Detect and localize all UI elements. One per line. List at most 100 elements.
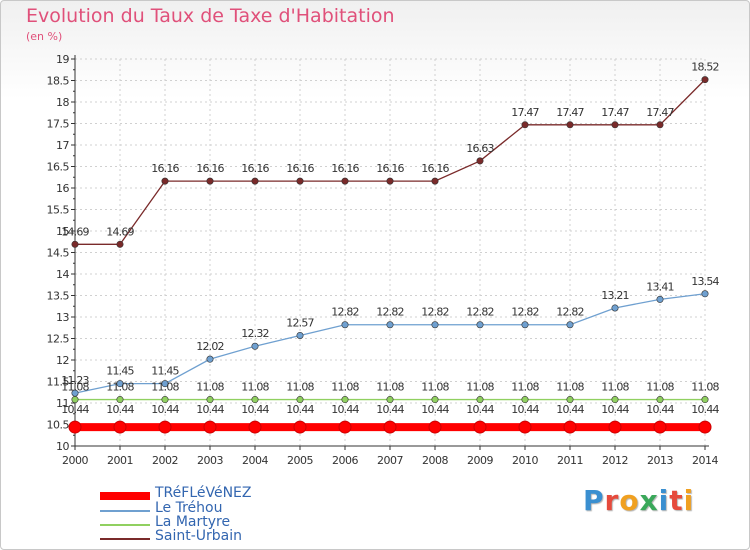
data-point — [251, 396, 259, 404]
data-label: 12.82 — [556, 306, 584, 319]
legend-swatch — [100, 538, 150, 540]
data-label: 16.16 — [331, 162, 359, 175]
chart-subtitle: (en %) — [26, 30, 63, 43]
y-tick-label: 16.5 — [47, 161, 70, 174]
data-label: 10.44 — [421, 403, 449, 416]
proxiti-logo: Proxiti — [583, 484, 695, 517]
data-point — [116, 396, 124, 404]
legend-swatch — [100, 492, 150, 500]
y-tick-label: 11.5 — [47, 376, 70, 389]
data-point — [656, 396, 664, 404]
x-tick-label: 2001 — [107, 454, 133, 467]
data-point — [386, 321, 394, 329]
data-point — [566, 121, 574, 129]
data-label: 11.08 — [106, 381, 134, 394]
data-label: 12.82 — [466, 306, 494, 319]
data-point — [338, 420, 352, 434]
data-point — [383, 420, 397, 434]
y-tick-label: 18 — [56, 96, 69, 109]
x-tick-label: 2014 — [692, 454, 718, 467]
data-label: 10.44 — [466, 403, 494, 416]
legend-item: Saint-Urbain — [100, 528, 320, 545]
data-label: 10.44 — [601, 403, 629, 416]
data-point — [698, 420, 712, 434]
data-point — [656, 121, 664, 129]
y-tick-label: 14 — [56, 268, 69, 281]
data-point — [563, 420, 577, 434]
data-point — [206, 355, 214, 363]
x-tick-label: 2003 — [197, 454, 223, 467]
data-label: 16.16 — [376, 162, 404, 175]
data-point — [521, 321, 529, 329]
x-tick-label: 2002 — [152, 454, 178, 467]
y-tick-label: 11 — [56, 397, 69, 410]
data-point — [161, 177, 169, 185]
data-label: 10.44 — [646, 403, 674, 416]
data-label: 12.82 — [331, 306, 359, 319]
data-point — [341, 177, 349, 185]
y-tick-label: 19 — [56, 53, 69, 66]
data-point — [656, 295, 664, 303]
x-tick-label: 2009 — [467, 454, 493, 467]
data-point — [431, 396, 439, 404]
data-label: 11.08 — [151, 381, 179, 394]
y-tick-label: 15.5 — [47, 204, 70, 217]
data-label: 11.08 — [196, 381, 224, 394]
data-point — [248, 420, 262, 434]
x-tick-label: 2004 — [242, 454, 268, 467]
x-tick-label: 2005 — [287, 454, 313, 467]
data-point — [611, 121, 619, 129]
data-label: 12.82 — [421, 306, 449, 319]
data-label: 11.08 — [601, 381, 629, 394]
data-point — [386, 177, 394, 185]
data-point — [476, 157, 484, 165]
y-tick-label: 10.5 — [47, 419, 70, 432]
x-tick-label: 2007 — [377, 454, 403, 467]
y-tick-label: 16 — [56, 182, 69, 195]
data-point — [701, 76, 709, 84]
data-label: 10.44 — [331, 403, 359, 416]
data-label: 12.02 — [196, 340, 224, 353]
data-label: 10.44 — [151, 403, 179, 416]
data-point — [161, 380, 169, 388]
data-label: 10.44 — [286, 403, 314, 416]
data-label: 11.45 — [151, 365, 179, 378]
y-tick-label: 13 — [56, 311, 69, 324]
legend-swatch — [100, 510, 150, 512]
data-point — [653, 420, 667, 434]
data-point — [203, 420, 217, 434]
data-label: 11.08 — [556, 381, 584, 394]
data-label: 11.08 — [376, 381, 404, 394]
y-tick-label: 10 — [56, 440, 69, 453]
data-label: 10.44 — [556, 403, 584, 416]
data-point — [113, 420, 127, 434]
data-point — [296, 331, 304, 339]
data-label: 11.45 — [106, 365, 134, 378]
y-tick-label: 14.5 — [47, 247, 70, 260]
data-point — [701, 290, 709, 298]
data-label: 11.08 — [646, 381, 674, 394]
data-label: 10.44 — [376, 403, 404, 416]
legend-swatch — [100, 524, 150, 526]
data-label: 16.16 — [241, 162, 269, 175]
legend-label: Saint-Urbain — [155, 528, 243, 544]
legend-item: La Martyre — [100, 514, 320, 531]
y-tick-label: 12.5 — [47, 333, 70, 346]
data-label: 11.08 — [286, 381, 314, 394]
data-point — [521, 396, 529, 404]
x-tick-label: 2010 — [512, 454, 538, 467]
data-label: 16.16 — [286, 162, 314, 175]
data-label: 18.52 — [691, 61, 719, 74]
y-tick-label: 15 — [56, 225, 69, 238]
data-label: 10.44 — [511, 403, 539, 416]
legend-label: Le Tréhou — [155, 500, 223, 516]
x-tick-label: 2000 — [62, 454, 88, 467]
data-point — [518, 420, 532, 434]
x-tick-label: 2011 — [557, 454, 583, 467]
data-label: 13.54 — [691, 275, 719, 288]
data-label: 11.08 — [61, 381, 89, 394]
legend-item: Le Tréhou — [100, 500, 320, 517]
data-label: 13.21 — [601, 289, 629, 302]
